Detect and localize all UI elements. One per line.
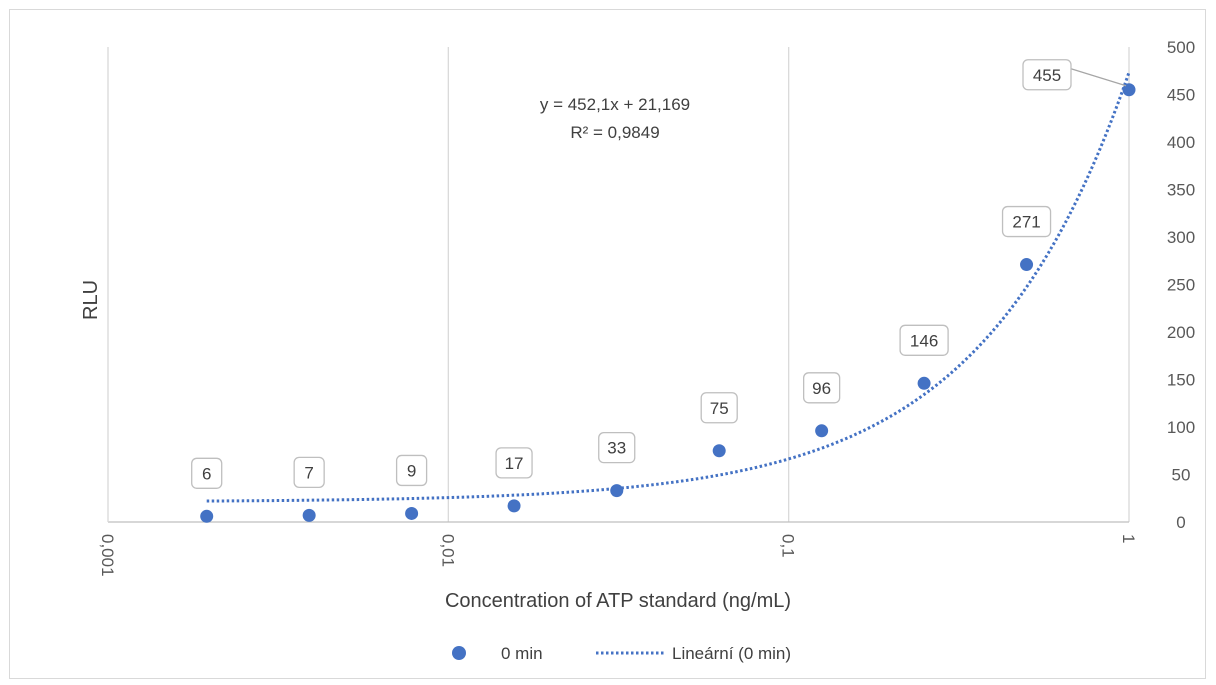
y-tick-label: 450 xyxy=(1167,86,1195,105)
data-point xyxy=(405,506,419,520)
data-point xyxy=(302,508,316,522)
x-tick-label: 1 xyxy=(1119,534,1138,543)
data-label: 96 xyxy=(802,372,841,404)
data-label-box xyxy=(293,456,325,489)
data-label: 455 xyxy=(1022,59,1072,91)
data-label: 7 xyxy=(293,456,325,489)
y-tick-label: 300 xyxy=(1167,228,1195,247)
data-label-text: 271 xyxy=(1012,213,1040,232)
data-point xyxy=(1122,83,1136,97)
data-labels-layer: 6 7 9 17 33 75 96 146 271 455 xyxy=(191,59,1127,489)
data-point xyxy=(610,484,624,498)
data-label-box xyxy=(1022,59,1072,91)
y-tick-label: 500 xyxy=(1167,38,1195,57)
data-label-box xyxy=(495,447,533,479)
data-label-text: 9 xyxy=(407,461,416,480)
data-label: 6 xyxy=(191,457,223,489)
data-label-text: 96 xyxy=(812,379,831,398)
y-tick-label: 350 xyxy=(1167,181,1195,200)
data-label: 33 xyxy=(598,431,636,464)
legend: 0 min Lineární (0 min) xyxy=(452,644,791,663)
data-label-box xyxy=(598,431,636,464)
y-axis-title: RLU xyxy=(80,280,102,320)
data-label-box xyxy=(1001,205,1052,238)
data-label: 9 xyxy=(395,454,428,487)
data-label-text: 33 xyxy=(607,439,626,458)
data-label-text: 17 xyxy=(505,454,524,473)
trendline xyxy=(206,71,1131,503)
y-tick-label: 50 xyxy=(1172,466,1191,485)
trendline-equation: y = 452,1x + 21,169 xyxy=(540,95,690,114)
grid-layer xyxy=(447,47,1130,522)
legend-label-series: 0 min xyxy=(501,644,543,663)
data-label-leader-line xyxy=(1070,68,1127,87)
trendline-layer xyxy=(206,71,1131,503)
x-axis-title: Concentration of ATP standard (ng/mL) xyxy=(445,590,791,612)
data-label-box xyxy=(899,324,949,356)
y-tick-label: 400 xyxy=(1167,133,1195,152)
x-tick-label: 0,1 xyxy=(779,534,798,558)
data-label: 146 xyxy=(899,324,949,356)
data-label: 271 xyxy=(1001,205,1052,238)
data-label-box xyxy=(802,372,841,404)
legend-label-trendline: Lineární (0 min) xyxy=(672,644,791,663)
data-point xyxy=(200,509,214,523)
data-label-text: 455 xyxy=(1033,66,1061,85)
chart-frame: 0,001 0,01 0,1 1 0 50 100 150 200 250 300 350 400 450… xyxy=(9,9,1206,679)
y-tick-label: 150 xyxy=(1167,371,1195,390)
data-label-text: 7 xyxy=(304,463,313,482)
x-tick-label: 0,01 xyxy=(438,534,457,567)
data-label-box xyxy=(700,392,738,424)
data-point xyxy=(1020,258,1034,272)
data-label-text: 146 xyxy=(910,331,938,350)
y-tick-label: 200 xyxy=(1167,323,1195,342)
data-label-text: 75 xyxy=(710,399,729,418)
data-label-box xyxy=(395,454,428,487)
y-tick-label: 250 xyxy=(1167,276,1195,295)
data-label: 75 xyxy=(700,392,738,424)
y-tick-label: 100 xyxy=(1167,418,1195,437)
data-label: 17 xyxy=(495,447,533,479)
legend-marker-scatter xyxy=(452,646,466,660)
data-point xyxy=(507,499,521,513)
y-tick-label: 0 xyxy=(1176,513,1185,532)
trendline-r-squared: R² = 0,9849 xyxy=(570,123,659,142)
data-point xyxy=(815,424,829,438)
data-label-box xyxy=(191,457,223,489)
x-tick-label: 0,001 xyxy=(98,534,117,577)
data-point xyxy=(712,444,726,458)
points-layer xyxy=(200,83,1136,523)
data-label-text: 6 xyxy=(202,464,211,483)
chart-svg: 0,001 0,01 0,1 1 0 50 100 150 200 250 300 350 400 450… xyxy=(80,38,1195,663)
axis-layer: 0,001 0,01 0,1 1 0 50 100 150 200 250 300 350 400 450… xyxy=(98,38,1195,577)
data-point xyxy=(917,376,931,390)
